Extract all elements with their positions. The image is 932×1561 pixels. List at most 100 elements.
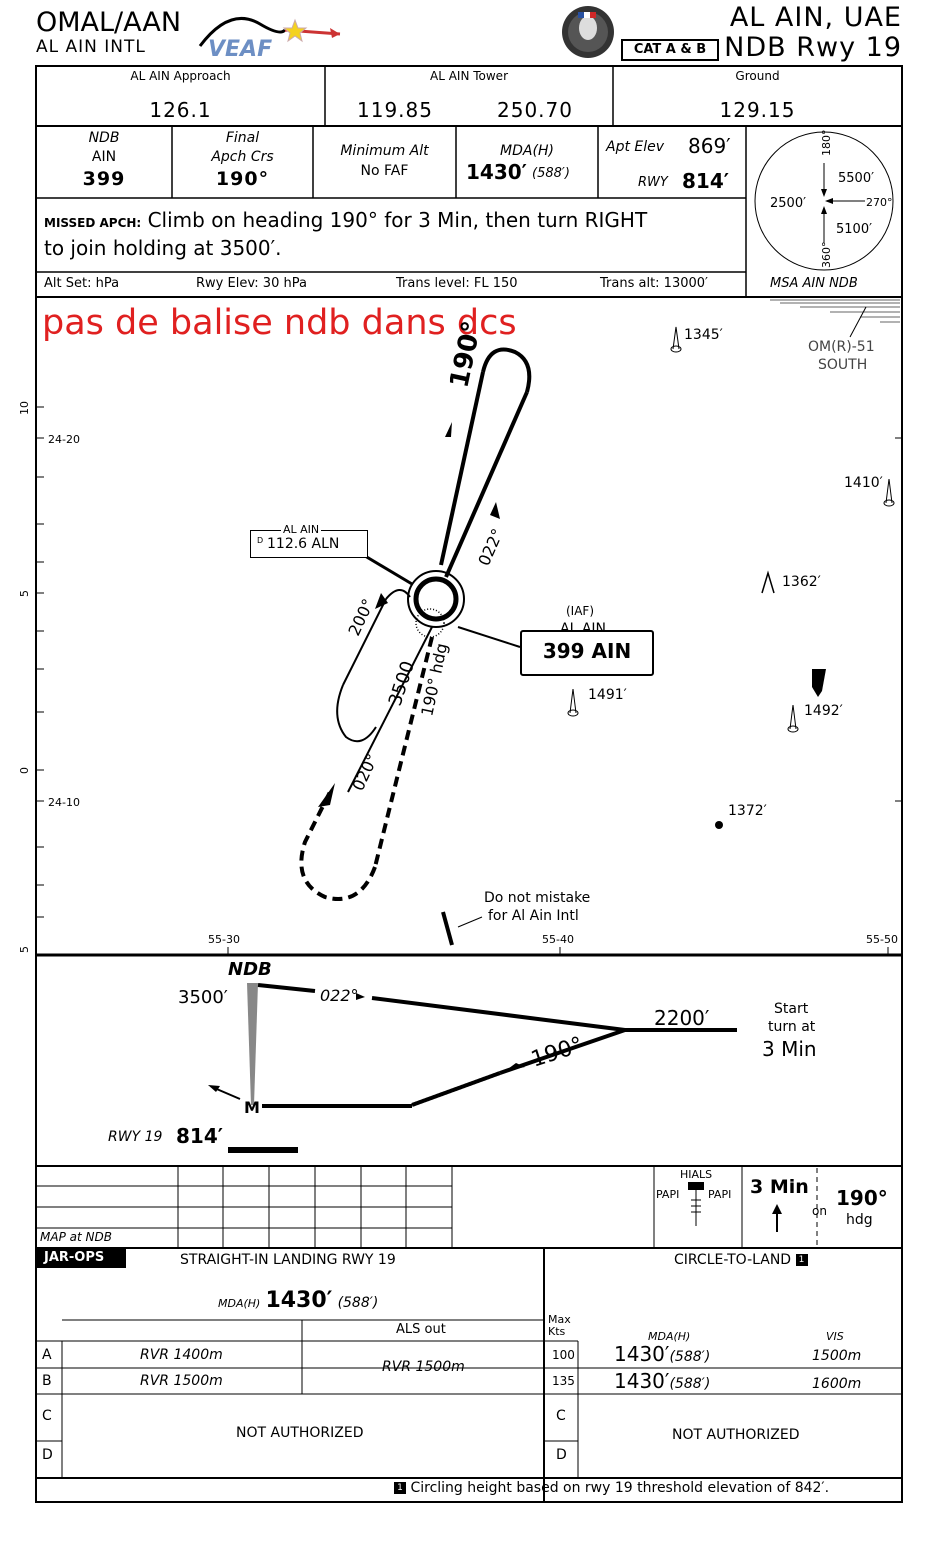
obstacle-1345 xyxy=(670,326,682,353)
svg-text:5100′: 5100′ xyxy=(836,222,872,237)
svg-text:022°: 022° xyxy=(320,986,359,1005)
rwy-elev-hpa: Rwy Elev: 30 hPa xyxy=(196,276,307,291)
circle-title-text: CIRCLE-TO-LAND xyxy=(674,1252,792,1268)
ctl-mda-a: 1430′(588′) xyxy=(614,1342,710,1366)
svg-text:022°: 022° xyxy=(474,526,507,569)
ground-label: Ground xyxy=(735,69,780,83)
veaf-logo: VEAF xyxy=(198,16,341,62)
nav-freq: 399 xyxy=(82,168,126,190)
left-scale xyxy=(36,406,902,955)
svg-text:3 Min: 3 Min xyxy=(762,1037,817,1061)
note-marker: 1 xyxy=(795,1254,808,1266)
svg-text:1372′: 1372′ xyxy=(728,803,767,819)
footnote-marker: 1 xyxy=(394,1482,406,1494)
max-kts: Max Kts xyxy=(548,1314,571,1338)
svg-text:turn at: turn at xyxy=(768,1019,816,1035)
ctl-mda-a-val: 1430′ xyxy=(614,1342,670,1366)
svg-text:2200′: 2200′ xyxy=(654,1006,710,1030)
hials: HIALS xyxy=(680,1168,713,1181)
airport-identifier: OMAL/AAN xyxy=(36,7,182,38)
restricted-area-hatch xyxy=(770,299,900,323)
papi-right: PAPI xyxy=(708,1188,732,1201)
ctl-mda-b-val: 1430′ xyxy=(614,1369,670,1393)
final-crs-value: 190° xyxy=(215,168,270,190)
map-at: MAP at NDB xyxy=(40,1230,112,1244)
up-arrow-icon xyxy=(772,1204,782,1232)
mda-label: MDA(H) xyxy=(500,143,554,159)
svg-text:360°: 360° xyxy=(820,242,833,269)
rvr-als: RVR 1500m xyxy=(382,1359,465,1375)
circle-title: CIRCLE-TO-LAND 1 xyxy=(674,1252,808,1268)
ground-freq: 129.15 xyxy=(719,98,796,122)
rvr-a: RVR 1400m xyxy=(140,1347,223,1363)
missed-label: MISSED APCH: xyxy=(44,216,142,230)
procedure-title: NDB Rwy 19 xyxy=(724,32,902,63)
papi-left: PAPI xyxy=(656,1188,680,1201)
cat-d-circle: D xyxy=(556,1447,567,1463)
msa-title: MSA AIN NDB xyxy=(770,276,858,291)
squadron-emblem xyxy=(562,6,614,58)
dash-separator xyxy=(816,1168,818,1248)
tower-label: AL AIN Tower xyxy=(429,69,508,83)
max-label: Max xyxy=(548,1313,571,1326)
obstacle-arrow xyxy=(812,669,826,697)
svg-text:55-50: 55-50 xyxy=(866,933,898,946)
svg-text:M: M xyxy=(244,1098,260,1117)
svg-text:180°: 180° xyxy=(820,130,833,157)
straight-mda-label: MDA(H) xyxy=(218,1297,261,1310)
missed-approach-line-1: MISSED APCH: Climb on heading 190° for 3… xyxy=(44,208,647,232)
kts-b: 135 xyxy=(552,1374,575,1388)
airport-name: AL AIN INTL xyxy=(36,37,146,57)
kts-label: Kts xyxy=(548,1325,566,1338)
hdg-label: hdg xyxy=(846,1212,873,1228)
ctl-mda-a-h: (588′) xyxy=(669,1349,711,1365)
straight-mda: 1430′ xyxy=(265,1288,333,1313)
obstacle-1362 xyxy=(761,570,775,594)
msa-diagram: 180° 5500′ 2500′ 270° 5100′ 360° xyxy=(754,130,894,271)
svg-text:1345′: 1345′ xyxy=(684,327,723,343)
svg-text:1410′: 1410′ xyxy=(844,475,883,491)
svg-text:VEAF: VEAF xyxy=(208,37,272,62)
procedure-turn xyxy=(336,589,433,793)
apt-elev-label: Apt Elev xyxy=(606,139,665,155)
svg-text:55-40: 55-40 xyxy=(542,933,574,946)
mda-height: (588′) xyxy=(532,166,570,181)
svg-text:5500′: 5500′ xyxy=(838,171,874,186)
ctl-mda-b: 1430′(588′) xyxy=(614,1369,710,1393)
svg-text:5: 5 xyxy=(18,590,31,597)
approach-label: AL AIN Approach xyxy=(130,69,231,83)
vor-prefix: D xyxy=(257,536,264,545)
svg-text:SOUTH: SOUTH xyxy=(818,357,867,373)
svg-text:0: 0 xyxy=(18,767,31,774)
obstacle-1372-dot xyxy=(715,821,723,829)
ctl-mda-label: MDA(H) xyxy=(648,1330,691,1343)
mda-value: 1430′ xyxy=(466,160,527,184)
als-out: ALS out xyxy=(396,1322,446,1337)
missed-approach-track xyxy=(299,636,434,901)
vor-name: AL AIN xyxy=(281,523,322,536)
apt-elev-value: 869′ xyxy=(688,134,731,158)
papi-icon xyxy=(688,1182,704,1226)
not-authorized-circle: NOT AUTHORIZED xyxy=(672,1427,800,1443)
mins-3: 3 Min xyxy=(750,1176,809,1198)
obstacle-1410 xyxy=(883,478,895,507)
svg-text:3500′: 3500′ xyxy=(178,987,228,1008)
profile-view: NDB 3500′ 022° 2200′ Start turn at 3 Min… xyxy=(108,959,817,1153)
vor-info-box: AL AIN D 112.6 ALN xyxy=(250,523,368,558)
cat-d: D xyxy=(42,1447,53,1463)
nav-ident: AIN xyxy=(91,149,117,165)
svg-text:1492′: 1492′ xyxy=(804,703,843,719)
rwy-elev-value: 814′ xyxy=(682,169,730,193)
svg-text:5: 5 xyxy=(18,946,31,953)
svg-text:RWY 19: RWY 19 xyxy=(108,1129,162,1145)
svg-text:190° hdg: 190° hdg xyxy=(417,641,451,717)
tower-freq-2: 250.70 xyxy=(497,98,573,122)
ctl-vis-a: 1500m xyxy=(812,1348,862,1364)
obstacle-1492 xyxy=(787,704,799,733)
rvr-b: RVR 1500m xyxy=(140,1373,223,1389)
rwy-label: RWY xyxy=(638,175,668,190)
kts-a: 100 xyxy=(552,1348,575,1362)
svg-text:200°: 200° xyxy=(344,596,378,639)
vor-freq: 112.6 ALN xyxy=(267,536,340,552)
